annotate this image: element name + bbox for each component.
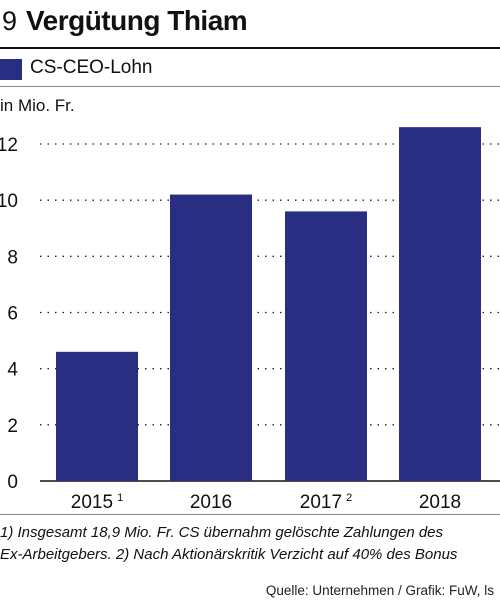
header-rule	[0, 47, 500, 49]
y-tick-label-8: 8	[7, 247, 18, 268]
y-tick-label-4: 4	[7, 360, 18, 381]
bar-2016	[170, 194, 252, 482]
x-tick-label-2016: 2016	[190, 492, 232, 510]
legend-rule	[0, 86, 500, 87]
footnotes: 1) Insgesamt 18,9 Mio. Fr. CS übernahm g…	[0, 522, 457, 566]
bar-2018	[399, 127, 481, 482]
legend-label: CS-CEO-Lohn	[30, 57, 153, 78]
footnote-line-2: Ex-Arbeitgebers. 2) Nach Aktionärskritik…	[0, 546, 458, 563]
bar-2017	[285, 211, 367, 481]
chart-header: 9 Vergütung Thiam	[0, 0, 500, 48]
bar-2015	[56, 351, 138, 481]
legend-swatch	[0, 59, 22, 80]
footnote-line-1: 1) Insgesamt 18,9 Mio. Fr. CS übernahm g…	[0, 524, 444, 541]
x-tick-label-2015: 2015 1	[71, 492, 123, 510]
chart-title: Vergütung Thiam	[26, 5, 248, 36]
y-tick-label-6: 6	[7, 304, 18, 325]
chart-number: 9	[2, 6, 18, 36]
source-credit: Quelle: Unternehmen / Grafik: FuW, ls	[265, 583, 494, 598]
bar-chart: 0 2 4 6 8 10 12 2015 1 2016 2017 2 2018	[0, 127, 500, 510]
y-tick-label-0: 0	[7, 472, 18, 493]
x-tick-label-2018: 2018	[419, 492, 461, 510]
y-tick-label-2: 2	[7, 416, 18, 437]
y-tick-label-12: 12	[0, 135, 18, 156]
footnote-rule	[0, 514, 500, 515]
y-tick-label-10: 10	[0, 191, 18, 212]
y-axis-unit-label: in Mio. Fr.	[0, 96, 75, 115]
x-tick-label-2017: 2017 2	[300, 492, 352, 510]
